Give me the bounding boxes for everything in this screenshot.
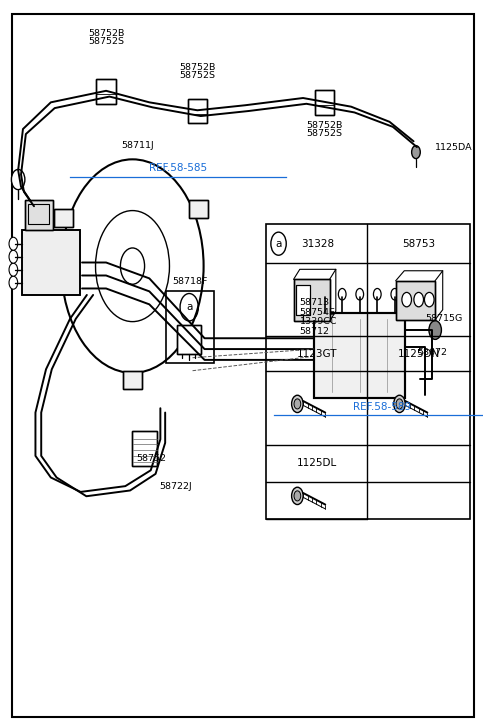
Text: 58752S: 58752S [307,129,343,138]
Text: 31328: 31328 [302,238,335,249]
Text: 1125DA: 1125DA [435,142,473,151]
Bar [188,99,207,124]
Text: 58672: 58672 [417,348,447,357]
Text: 58713: 58713 [300,298,330,308]
Circle shape [394,395,405,412]
Text: 58754E: 58754E [300,308,335,317]
Text: 58722J: 58722J [159,482,192,491]
Bar [315,90,334,115]
Circle shape [9,276,17,289]
Text: REF.58-585: REF.58-585 [149,163,207,173]
Bar [266,224,470,518]
Bar [294,279,330,321]
Bar [22,230,80,295]
Circle shape [429,321,441,340]
Bar [294,279,330,321]
Bar [133,431,157,466]
Circle shape [9,237,17,250]
Bar [396,281,435,320]
Text: 58752S: 58752S [88,36,124,46]
Text: 1125DL: 1125DL [296,459,337,468]
Text: 58711J: 58711J [121,141,154,150]
Circle shape [12,169,25,190]
Circle shape [294,491,301,501]
Text: a: a [186,302,192,312]
Bar [25,200,53,230]
Text: 58752B: 58752B [179,63,216,72]
Bar [177,325,201,354]
Bar [166,292,214,364]
Circle shape [402,292,412,307]
Bar [25,200,53,230]
Circle shape [321,289,329,300]
Bar [315,90,334,115]
Bar [177,325,201,354]
Bar [123,371,142,390]
Bar [123,371,142,390]
Circle shape [414,292,423,307]
Circle shape [412,145,420,158]
Circle shape [373,289,381,300]
Text: 1123GT: 1123GT [296,349,337,359]
Bar [188,99,207,124]
Bar [22,230,80,295]
Bar [296,285,310,316]
Text: 58753: 58753 [402,238,435,249]
Bar [96,79,116,104]
Text: 58712: 58712 [300,326,330,336]
Bar [189,200,208,219]
Text: 58715G: 58715G [426,314,463,324]
Text: a: a [276,238,282,249]
Circle shape [396,399,403,409]
Circle shape [292,487,303,505]
Bar [314,313,405,398]
Circle shape [424,292,434,307]
Bar [133,431,157,466]
Text: 58752: 58752 [137,454,167,463]
Bar [54,209,73,228]
Circle shape [391,289,399,300]
Text: 58752B: 58752B [88,28,124,38]
Circle shape [356,289,364,300]
Bar [28,204,50,224]
Circle shape [9,263,17,276]
Bar [314,313,405,398]
Circle shape [294,399,301,409]
Bar [54,209,73,228]
Text: 58752S: 58752S [179,71,215,80]
Circle shape [338,289,346,300]
Circle shape [9,250,17,263]
Text: 58752B: 58752B [307,121,343,130]
Text: 1339CC: 1339CC [300,317,337,326]
Text: REF.58-589: REF.58-589 [353,402,411,411]
Bar [96,79,116,104]
Bar [296,285,310,316]
Text: 58718F: 58718F [173,278,208,286]
Text: 1125DN: 1125DN [398,349,440,359]
Bar [189,200,208,219]
Circle shape [292,395,303,412]
Bar [396,281,435,320]
